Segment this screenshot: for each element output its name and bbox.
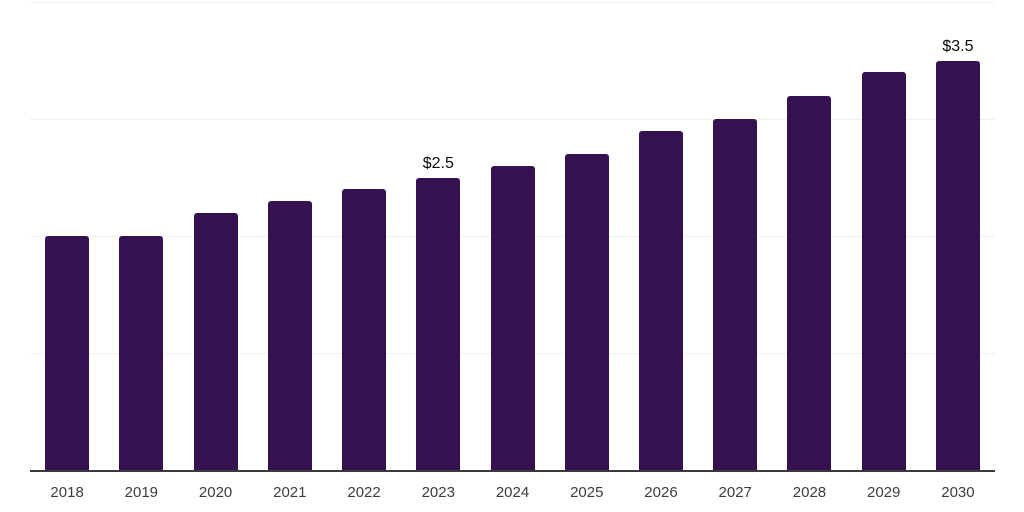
bar-slot-2018 bbox=[30, 0, 104, 470]
bar-2027 bbox=[713, 119, 758, 470]
bar-2020 bbox=[193, 212, 238, 470]
x-axis-label-2030: 2030 bbox=[941, 484, 975, 501]
x-axis-label-2026: 2026 bbox=[644, 484, 678, 501]
plot-area: $2.5 $3.5 bbox=[30, 0, 995, 470]
bar-2021 bbox=[267, 200, 312, 470]
bar-slot-2025 bbox=[550, 0, 624, 470]
bar-slot-2028 bbox=[772, 0, 846, 470]
bar-slot-2027 bbox=[698, 0, 772, 470]
bar-2018 bbox=[45, 236, 90, 470]
bar-2023 bbox=[416, 177, 461, 470]
bar-value-label-2023: $2.5 bbox=[422, 154, 454, 172]
x-axis-label-2022: 2022 bbox=[347, 484, 381, 501]
bar-2026 bbox=[638, 130, 683, 470]
bar-slot-2021 bbox=[253, 0, 327, 470]
bar-2019 bbox=[119, 236, 164, 470]
x-axis-labels: 2018 2019 2020 2021 2022 2023 2024 2025 2026 2027… bbox=[30, 484, 995, 502]
bar-slot-2023: $2.5 bbox=[401, 0, 475, 470]
x-axis-label-2025: 2025 bbox=[570, 484, 604, 501]
x-axis-label-2020: 2020 bbox=[198, 484, 233, 501]
bar-2029 bbox=[861, 72, 906, 470]
x-axis-label-2028: 2028 bbox=[792, 484, 827, 501]
bar-slot-2029 bbox=[847, 0, 921, 470]
bar-2024 bbox=[490, 165, 535, 470]
gridline-4 bbox=[30, 2, 995, 3]
x-axis-label-2018: 2018 bbox=[50, 484, 84, 501]
bar-2028 bbox=[787, 95, 832, 470]
bar-slot-2030: $3.5 bbox=[921, 0, 995, 470]
bar-2025 bbox=[564, 154, 609, 470]
x-axis-label-2019: 2019 bbox=[124, 484, 159, 501]
bar-2022 bbox=[342, 189, 387, 470]
bar-value-label-2030: $3.5 bbox=[942, 37, 974, 55]
bar-slot-2024 bbox=[475, 0, 549, 470]
bars-layer: $2.5 $3.5 bbox=[30, 0, 995, 470]
x-axis-label-2027: 2027 bbox=[718, 484, 752, 501]
bar-slot-2026 bbox=[624, 0, 698, 470]
gridline-3 bbox=[30, 119, 995, 120]
x-axis-label-2023: 2023 bbox=[421, 484, 455, 501]
x-axis-label-2024: 2024 bbox=[495, 484, 530, 501]
x-axis-label-2021: 2021 bbox=[273, 484, 307, 501]
x-axis-label-2029: 2029 bbox=[867, 484, 901, 501]
bar-slot-2019 bbox=[104, 0, 178, 470]
bar-2030 bbox=[935, 60, 980, 470]
x-axis-line bbox=[30, 470, 995, 472]
bar-slot-2020 bbox=[178, 0, 252, 470]
bar-slot-2022 bbox=[327, 0, 401, 470]
